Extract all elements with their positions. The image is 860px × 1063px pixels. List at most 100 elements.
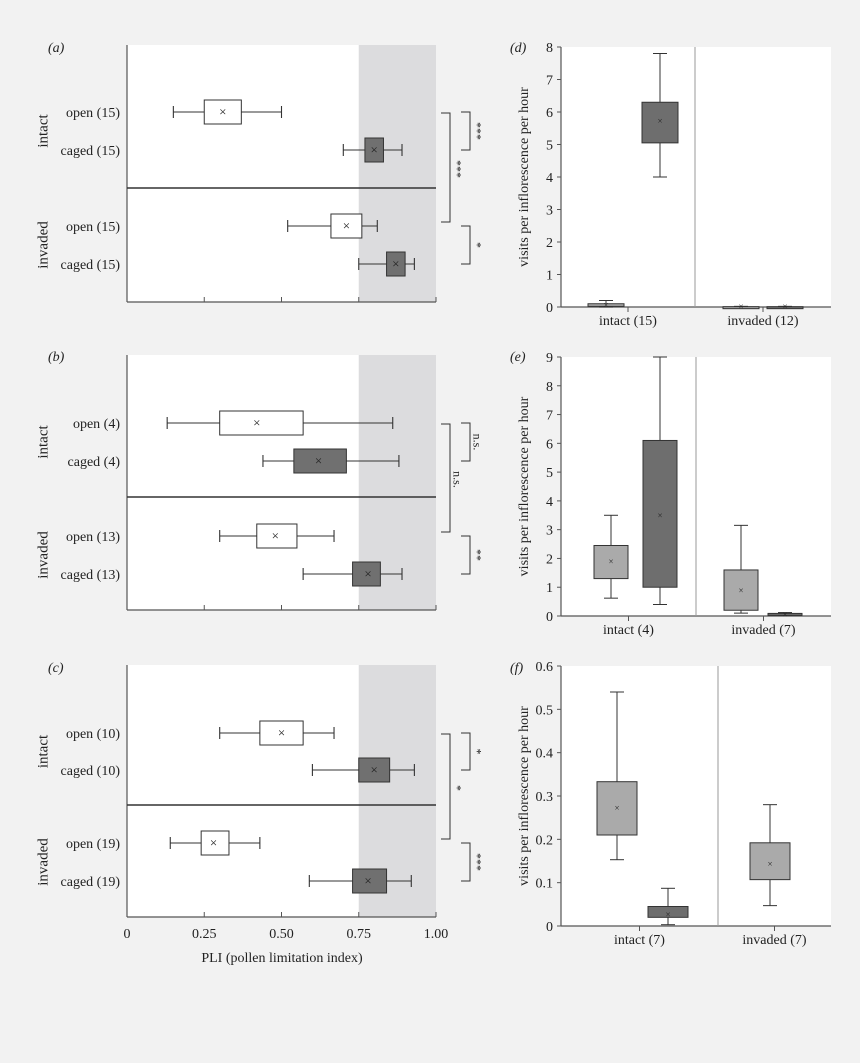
y-tick-label: 0.1 [536, 877, 554, 892]
panel-d: (d) 0 1 2 3 4 5 6 7 8 visits per inflorescence per… [510, 41, 831, 329]
y-axis-label: visits per inflorescence per hour [517, 706, 532, 886]
mean-marker: × [657, 510, 662, 520]
y-tick-label: 0.3 [536, 790, 554, 805]
sig-group1: * [470, 749, 484, 755]
panel-f: (f) 0 0.1 0.2 0.3 0.4 0.5 0.6 visits per inflore… [510, 660, 831, 948]
box-caged [352, 868, 388, 894]
y-tick-label: 0 [546, 610, 553, 625]
sig-group2: ** [470, 549, 484, 561]
mean-marker: × [657, 116, 662, 126]
sig-group1: n.s. [470, 434, 484, 451]
bracket-between [441, 112, 451, 223]
mean-marker: × [767, 859, 772, 869]
mean-marker: × [392, 256, 399, 271]
y-tick-label: 2 [546, 552, 553, 567]
bracket-group2 [461, 225, 471, 265]
y-tick-label: 2 [546, 236, 553, 251]
box-open [200, 830, 230, 856]
panel-c: (c) intact invaded open (10) × caged (10) × ope… [35, 661, 484, 918]
box-caged [364, 137, 384, 163]
box-dark [641, 101, 679, 144]
y-tick-label: 5 [546, 466, 553, 481]
box-caged [352, 561, 381, 587]
sig-between: *** [450, 160, 464, 178]
mean-marker: × [608, 556, 613, 566]
y-tick-label: 8 [546, 41, 553, 56]
box-light [596, 781, 638, 836]
y-tick-label: 1 [546, 269, 553, 284]
bracket-between [441, 423, 451, 533]
bracket-group2 [461, 842, 471, 882]
row-label: caged (15) [61, 258, 121, 273]
row-label: caged (10) [61, 764, 121, 779]
box-light [723, 569, 759, 611]
panel-a: (a) intact invaded open (15) × caged (15) × ope… [35, 41, 484, 303]
mean-marker: × [614, 803, 619, 813]
box-light [749, 842, 791, 881]
mean-marker: × [210, 835, 217, 850]
y-axis-label: visits per inflorescence per hour [517, 87, 532, 267]
row-label: open (15) [66, 220, 120, 235]
mean-marker: × [343, 218, 350, 233]
y-tick-label: 0.4 [536, 747, 554, 762]
row-label: open (10) [66, 727, 120, 742]
group-label-intact: intact [35, 425, 51, 459]
y-tick-label: 7 [546, 74, 553, 89]
x-tick-label: 0 [124, 927, 131, 942]
row-label: open (13) [66, 530, 120, 545]
y-axis-label: visits per inflorescence per hour [517, 396, 532, 576]
mean-marker: × [782, 302, 787, 312]
box-open [330, 213, 363, 239]
bracket-group2 [461, 535, 471, 575]
box-dark [642, 439, 678, 588]
panel-label: (f) [510, 661, 524, 676]
y-tick-label: 4 [546, 171, 553, 186]
bracket-group1 [461, 111, 471, 151]
x-category-label: intact (15) [599, 314, 657, 329]
x-category-label: invaded (12) [727, 314, 798, 329]
box-open [219, 410, 304, 436]
mean-marker: × [371, 762, 378, 777]
bracket-between [441, 733, 451, 840]
panel-e: (e) 0 1 2 3 4 5 6 7 8 9 visits per inflorescence pe… [510, 350, 831, 638]
mean-marker: × [738, 586, 743, 596]
box-caged [358, 757, 391, 783]
group-label-invaded: invaded [35, 221, 51, 269]
x-tick-label: 0.75 [347, 927, 372, 942]
sig-group2: * [470, 242, 484, 248]
bracket-group1 [461, 732, 471, 771]
row-label: open (4) [73, 417, 120, 432]
mean-marker: × [315, 453, 322, 468]
x-category-label: intact (4) [603, 623, 654, 638]
mean-marker: × [219, 104, 226, 119]
y-tick-label: 6 [546, 437, 553, 452]
box-open [256, 523, 298, 549]
box-open [203, 99, 242, 125]
y-tick-label: 0 [546, 301, 553, 316]
y-tick-label: 4 [546, 495, 553, 510]
mean-marker: × [371, 142, 378, 157]
group-label-intact: intact [35, 734, 51, 768]
sig-between: * [450, 785, 464, 791]
x-category-label: invaded (7) [742, 933, 806, 948]
x-category-label: intact (7) [614, 933, 665, 948]
row-label: caged (4) [68, 455, 121, 470]
box-light [587, 303, 625, 307]
row-label: caged (19) [61, 875, 121, 890]
box-light [593, 544, 629, 580]
x-tick-label: 0.50 [269, 927, 294, 942]
box-caged [386, 251, 406, 277]
box-caged [293, 448, 347, 474]
panel-label: (b) [48, 350, 65, 365]
panel-label: (c) [48, 661, 64, 676]
row-label: open (15) [66, 106, 120, 121]
box-dark [647, 906, 689, 918]
y-tick-label: 8 [546, 380, 553, 395]
row-label: caged (13) [61, 568, 121, 583]
x-tick-label: 1.00 [424, 927, 449, 942]
y-tick-label: 0 [546, 920, 553, 935]
box-dark [766, 306, 804, 310]
sig-between: n.s. [450, 471, 464, 488]
panel-label: (a) [48, 41, 65, 56]
